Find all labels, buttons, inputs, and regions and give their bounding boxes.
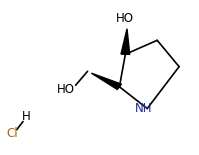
Polygon shape <box>91 73 122 89</box>
Polygon shape <box>121 29 130 54</box>
Text: NH: NH <box>135 102 152 115</box>
Text: HO: HO <box>116 12 134 25</box>
Text: HO: HO <box>57 83 75 96</box>
Text: H: H <box>21 110 30 123</box>
Text: Cl: Cl <box>6 127 18 140</box>
